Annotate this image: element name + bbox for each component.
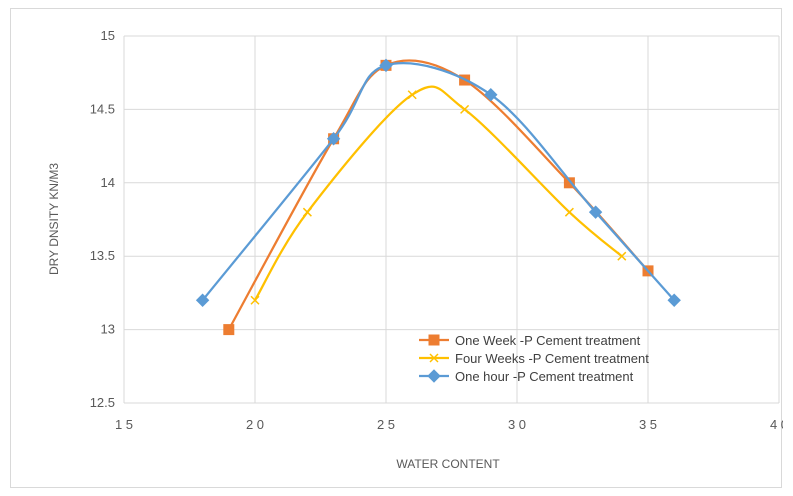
legend-marker bbox=[428, 334, 440, 346]
x-marker-stroke bbox=[564, 207, 574, 217]
x-marker-stroke bbox=[407, 90, 417, 100]
data-point bbox=[588, 205, 603, 219]
x-marker-stroke bbox=[250, 295, 260, 305]
legend: One Week -P Cement treatment Four Weeks -… bbox=[419, 333, 649, 384]
data-point bbox=[407, 90, 417, 100]
data-point bbox=[667, 293, 681, 307]
x-tick-label: 2 0 bbox=[246, 417, 264, 432]
x-tick-label: 2 5 bbox=[377, 417, 395, 432]
x-marker-stroke bbox=[302, 207, 312, 217]
legend-entry: Four Weeks -P Cement treatment bbox=[419, 351, 649, 366]
x-tick-label: 1 5 bbox=[115, 417, 133, 432]
y-tick-label: 15 bbox=[101, 28, 115, 43]
y-tick-label: 14 bbox=[101, 175, 115, 190]
x-marker-stroke bbox=[617, 251, 627, 261]
data-point bbox=[564, 207, 574, 217]
chart-frame: 12.5 13 13.5 14 14.5 15 1 5 2 0 2 5 3 0 3 5 4 0 DRY… bbox=[10, 8, 783, 488]
data-point bbox=[326, 132, 341, 146]
tick-layer: 12.5 13 13.5 14 14.5 15 1 5 2 0 2 5 3 0 3 5 4 0 bbox=[90, 28, 783, 432]
legend-entry: One Week -P Cement treatment bbox=[419, 333, 641, 348]
data-point bbox=[250, 295, 260, 305]
series-1 bbox=[250, 85, 627, 305]
x-tick-label: 3 0 bbox=[508, 417, 526, 432]
data-point bbox=[302, 207, 312, 217]
data-point bbox=[379, 58, 393, 73]
data-point bbox=[484, 88, 498, 102]
legend-marker bbox=[427, 369, 441, 383]
legend-label: One Week -P Cement treatment bbox=[455, 333, 641, 348]
data-point bbox=[617, 251, 627, 261]
x-axis-title: WATER CONTENT bbox=[396, 457, 500, 471]
y-tick-label: 12.5 bbox=[90, 395, 115, 410]
chart-svg: 12.5 13 13.5 14 14.5 15 1 5 2 0 2 5 3 0 3 5 4 0 DRY… bbox=[47, 28, 783, 471]
series-2 bbox=[195, 58, 681, 307]
series-line bbox=[227, 59, 649, 331]
y-axis-title: DRY DNSITY KN/M3 bbox=[47, 163, 61, 275]
data-point bbox=[223, 324, 235, 336]
grid-layer bbox=[123, 35, 780, 404]
legend-label: Four Weeks -P Cement treatment bbox=[455, 351, 649, 366]
legend-marker bbox=[429, 353, 439, 363]
series-0 bbox=[223, 59, 654, 336]
series-layer bbox=[195, 58, 681, 336]
y-tick-label: 14.5 bbox=[90, 101, 115, 116]
x-tick-label: 4 0 bbox=[770, 417, 783, 432]
legend-label: One hour -P Cement treatment bbox=[455, 369, 634, 384]
data-point bbox=[460, 104, 470, 114]
x-tick-label: 3 5 bbox=[639, 417, 657, 432]
y-tick-label: 13 bbox=[101, 322, 115, 337]
data-point bbox=[195, 293, 210, 307]
legend-entry: One hour -P Cement treatment bbox=[419, 369, 634, 384]
series-line bbox=[254, 85, 623, 301]
x-marker-stroke bbox=[460, 104, 470, 114]
x-marker-stroke bbox=[429, 353, 439, 363]
y-tick-label: 13.5 bbox=[90, 248, 115, 263]
data-point bbox=[563, 177, 575, 189]
